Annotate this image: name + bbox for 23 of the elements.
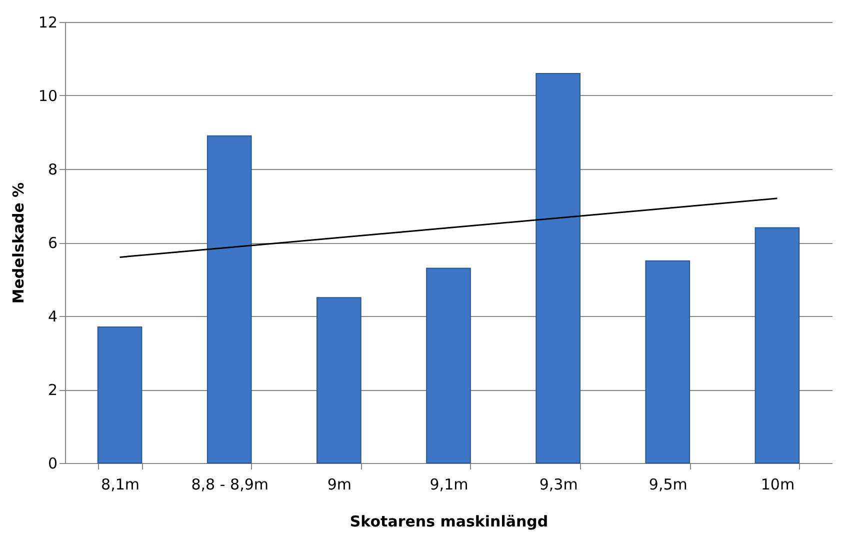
bar — [536, 72, 580, 464]
y-axis-title: Medelskade % — [9, 182, 28, 304]
x-tick-label: 9,1m — [430, 476, 468, 494]
y-tick-label: 0 — [48, 454, 58, 472]
x-axis-title: Skotarens maskinlängd — [350, 512, 548, 530]
x-tick-label: 10m — [760, 476, 795, 494]
y-tick-label: 8 — [48, 160, 58, 178]
bar — [206, 135, 252, 464]
y-tick-label: 4 — [48, 308, 58, 326]
y-tick-label: 10 — [38, 87, 58, 105]
x-tick-label: 9m — [327, 476, 352, 494]
bar — [97, 326, 142, 464]
bar — [316, 297, 362, 464]
x-tick-label: 9,5m — [648, 476, 688, 494]
y-tick-label: 6 — [48, 234, 58, 252]
x-tick-label: 8,1m — [101, 476, 140, 494]
x-tick-label: 9,3m — [539, 476, 578, 494]
x-tick-label: 8,8 - 8,9m — [191, 476, 268, 494]
bar — [426, 268, 471, 464]
bar — [645, 260, 690, 464]
y-tick-label: 12 — [38, 14, 58, 32]
y-tick-label: 2 — [48, 381, 58, 399]
bar — [754, 227, 800, 464]
